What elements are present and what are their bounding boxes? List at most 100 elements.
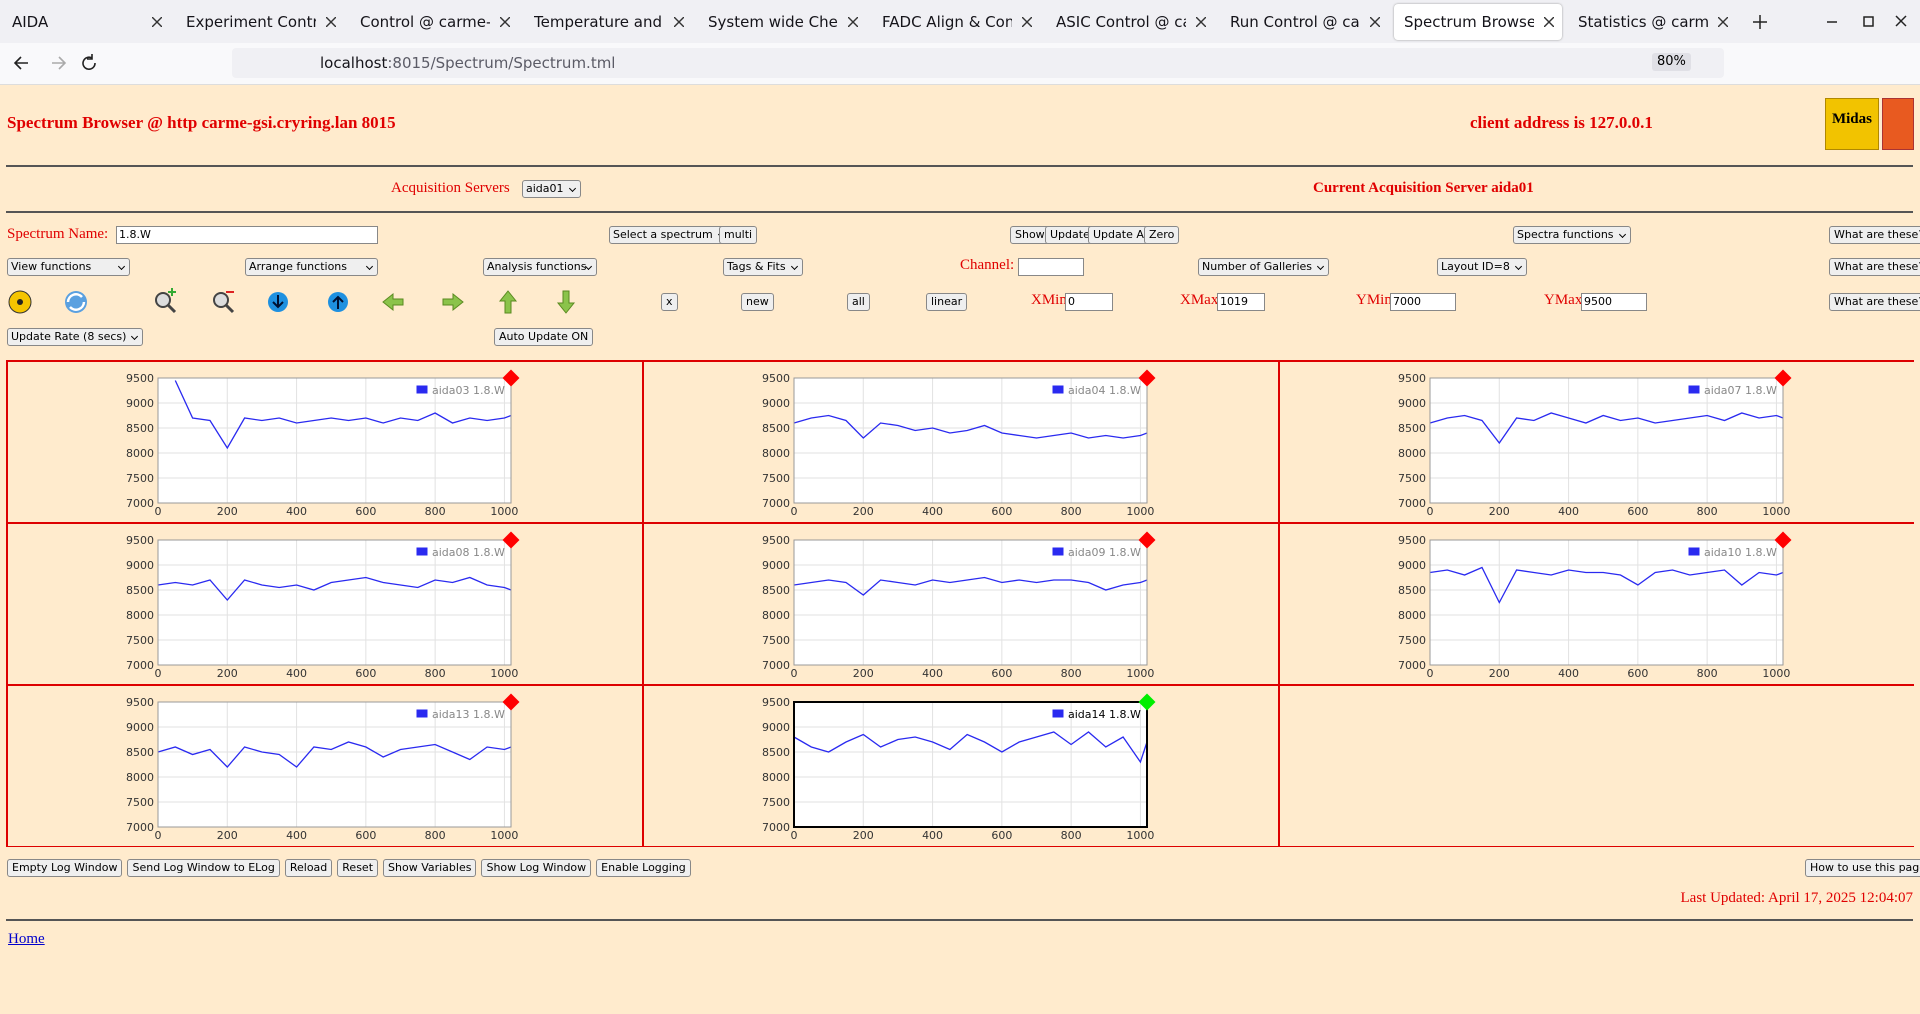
plot-border — [157, 539, 512, 666]
new-tab[interactable] — [1752, 14, 1768, 30]
all-button[interactable]: all — [847, 293, 870, 311]
tab-bar: AIDA Experiment Control @ Control @ carme-… — [0, 0, 1920, 43]
plot-area — [158, 540, 511, 665]
x-tick-label: 800 — [1061, 505, 1082, 518]
select-spectrum[interactable]: Select a spectrum — [609, 226, 730, 244]
y-tick-label: 9500 — [126, 372, 154, 385]
legend-label: aida04 1.8.W — [1068, 384, 1141, 397]
y-tick-label: 7500 — [762, 634, 790, 647]
browser-tab[interactable]: System wide Checks — [698, 4, 866, 40]
y-tick-label: 8000 — [1398, 447, 1426, 460]
y-tick-label: 8500 — [1398, 422, 1426, 435]
how-to-button[interactable]: How to use this page — [1805, 859, 1920, 877]
tab-close[interactable] — [1544, 17, 1554, 27]
tab-close[interactable] — [326, 17, 336, 27]
window-controls[interactable] — [1822, 14, 1912, 30]
footer-button[interactable]: Show Log Window — [481, 859, 592, 877]
browser-tab[interactable]: Run Control @ carme — [1220, 4, 1388, 40]
last-updated: Last Updated: April 17, 2025 12:04:07 — [1680, 890, 1913, 906]
x-tick-label: 400 — [1558, 667, 1579, 680]
x-tick-label: 1000 — [490, 667, 518, 680]
view-functions[interactable]: View functions — [7, 258, 130, 276]
footer-button[interactable]: Empty Log Window — [7, 859, 123, 877]
spectra-functions[interactable]: Spectra functions — [1513, 226, 1631, 244]
tab-close[interactable] — [500, 17, 510, 27]
x-tick-label: 600 — [355, 829, 376, 842]
x-tick-label: 1000 — [1126, 667, 1154, 680]
tab-title: Experiment Control @ — [186, 13, 316, 31]
x-tick-label: 600 — [991, 505, 1012, 518]
tab-close[interactable] — [1370, 17, 1380, 27]
linear-button[interactable]: linear — [926, 293, 968, 311]
analysis-functions[interactable]: Analysis functions — [483, 258, 597, 276]
spectrum-name-input[interactable]: 1.8.W — [116, 226, 378, 244]
y-tick-label: 9000 — [762, 397, 790, 410]
tab-title: AIDA — [12, 13, 49, 31]
browser-tab[interactable]: Temperature and stat — [524, 4, 692, 40]
channel-input[interactable] — [1018, 258, 1084, 276]
acq-server-select[interactable]: aida01 — [522, 180, 581, 198]
x-tick-label: 200 — [217, 667, 238, 680]
logo: Midas — [1825, 98, 1879, 150]
multi-button[interactable]: multi — [719, 226, 758, 244]
tab-close[interactable] — [848, 17, 858, 27]
plot-border — [793, 377, 1148, 504]
tool-icons[interactable] — [6, 288, 586, 316]
footer-button[interactable]: Send Log Window to ELog — [127, 859, 280, 877]
ymin-input[interactable]: 7000 — [1390, 293, 1456, 311]
browser-tab[interactable]: AIDA — [2, 4, 170, 40]
y-tick-label: 9000 — [126, 397, 154, 410]
footer-button[interactable]: Enable Logging — [596, 859, 691, 877]
tab-close[interactable] — [1196, 17, 1206, 27]
footer-button[interactable]: Reload — [284, 859, 333, 877]
y-tick-label: 8500 — [762, 422, 790, 435]
footer-button[interactable]: Reset — [337, 859, 379, 877]
nav-buttons[interactable] — [12, 53, 102, 73]
new-button[interactable]: new — [741, 293, 774, 311]
browser-tab[interactable]: Control @ carme-gsi — [350, 4, 518, 40]
zero-button[interactable]: Zero — [1144, 226, 1180, 244]
show-button[interactable]: Show — [1010, 226, 1050, 244]
y-tick-label: 7000 — [126, 497, 154, 510]
status-indicator — [1774, 531, 1792, 549]
home-link[interactable]: Home — [8, 931, 45, 947]
zoom-level[interactable]: 80% — [1652, 53, 1691, 71]
x-tick-label: 1000 — [1762, 667, 1790, 680]
tab-title: Run Control @ carme — [1230, 13, 1360, 31]
update-button[interactable]: Update — [1045, 226, 1095, 244]
xmin-input[interactable]: 0 — [1065, 293, 1113, 311]
url-bar[interactable]: localhost :8015/Spectrum/Spectrum.tml 80… — [232, 48, 1724, 78]
x-tick-label: 400 — [286, 829, 307, 842]
footer-button[interactable]: Show Variables — [383, 859, 477, 877]
help-button[interactable]: What are these? — [1829, 293, 1920, 311]
y-tick-label: 7000 — [762, 821, 790, 834]
browser-tab[interactable]: Spectrum Browser @ — [1394, 4, 1562, 40]
browser-tab[interactable]: FADC Align & Control — [872, 4, 1040, 40]
xmax-input[interactable]: 1019 — [1217, 293, 1265, 311]
y-tick-label: 9500 — [762, 534, 790, 547]
x-tick-label: 0 — [791, 667, 798, 680]
galleries-select[interactable]: Number of Galleries — [1198, 258, 1330, 276]
tab-close[interactable] — [1718, 17, 1728, 27]
help-button[interactable]: What are these? — [1829, 226, 1920, 244]
tab-close[interactable] — [674, 17, 684, 27]
x-button[interactable]: x — [661, 293, 678, 311]
layout-select[interactable]: Layout ID=8 — [1437, 258, 1527, 276]
browser-tab[interactable]: Statistics @ carme-g — [1568, 4, 1736, 40]
x-tick-label: 200 — [853, 667, 874, 680]
ymax-input[interactable]: 9500 — [1581, 293, 1647, 311]
tab-close[interactable] — [1022, 17, 1032, 27]
arrange-functions[interactable]: Arrange functions — [245, 258, 378, 276]
update-rate[interactable]: Update Rate (8 secs) — [7, 328, 144, 346]
tags-fits[interactable]: Tags & Fits — [723, 258, 803, 276]
help-button[interactable]: What are these? — [1829, 258, 1920, 276]
status-indicator — [1138, 531, 1156, 549]
browser-tab[interactable]: Experiment Control @ — [176, 4, 344, 40]
browser-tab[interactable]: ASIC Control @ carm — [1046, 4, 1214, 40]
logo-image — [1882, 98, 1914, 150]
url-path: :8015/Spectrum/Spectrum.tml — [387, 54, 616, 72]
update-all-button[interactable]: Update All — [1088, 226, 1155, 244]
tab-close[interactable] — [152, 17, 162, 27]
auto-update-button[interactable]: Auto Update ON — [494, 328, 594, 346]
